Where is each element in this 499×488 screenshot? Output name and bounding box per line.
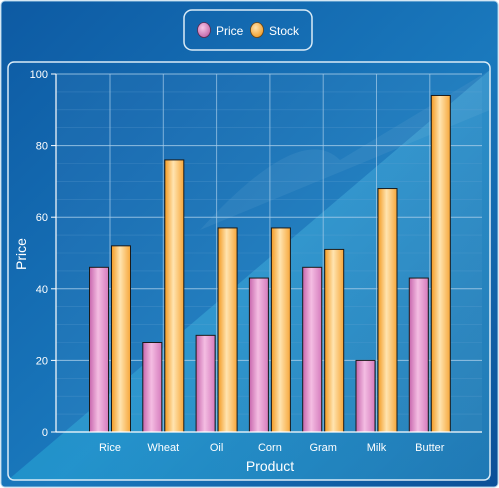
x-tick-label: Wheat xyxy=(147,442,179,454)
y-tick-label: 80 xyxy=(36,141,48,153)
legend-swatch-stock xyxy=(250,22,264,38)
x-tick-label: Rice xyxy=(99,442,121,454)
bar-price-milk[interactable] xyxy=(355,359,376,433)
bar-stock-milk[interactable] xyxy=(377,188,398,433)
x-tick-label: Corn xyxy=(258,442,282,454)
x-axis-title: Product xyxy=(246,458,294,474)
legend-label-price: Price xyxy=(216,24,244,38)
legend-item-price: Price xyxy=(197,22,244,38)
bar-stock-corn[interactable] xyxy=(270,227,291,433)
y-tick-label: 60 xyxy=(36,212,48,224)
chart-legend: Price Stock xyxy=(183,9,313,51)
bar-price-oil[interactable] xyxy=(195,334,216,433)
y-tick-label: 100 xyxy=(30,69,48,81)
bars-group xyxy=(89,94,451,433)
bar-stock-gram[interactable] xyxy=(324,248,345,433)
legend-swatch-price xyxy=(197,22,211,38)
chart-frame xyxy=(7,61,491,481)
bar-price-rice[interactable] xyxy=(89,266,109,433)
bar-price-corn[interactable] xyxy=(248,277,269,433)
bar-price-gram[interactable] xyxy=(302,266,323,433)
bar-price-wheat[interactable] xyxy=(142,342,163,433)
y-axis-title: Price xyxy=(13,238,29,270)
bar-stock-oil[interactable] xyxy=(217,227,238,433)
y-tick-label: 40 xyxy=(36,284,48,296)
bar-stock-rice[interactable] xyxy=(111,245,131,433)
bar-stock-butter[interactable] xyxy=(430,94,451,433)
bar-stock-wheat[interactable] xyxy=(164,159,185,433)
x-tick-label: Milk xyxy=(367,442,387,454)
x-tick-label: Oil xyxy=(210,442,223,454)
axes-group: 0 20 40 60 80 100 Rice Wheat Oil Corn Gram Milk Butt… xyxy=(30,69,482,454)
legend-label-stock: Stock xyxy=(269,24,300,38)
legend-item-stock: Stock xyxy=(250,22,300,38)
x-tick-label: Butter xyxy=(415,442,445,454)
y-tick-label: 0 xyxy=(42,427,48,439)
y-tick-label: 20 xyxy=(36,355,48,367)
bar-price-butter[interactable] xyxy=(408,277,429,433)
x-tick-label: Gram xyxy=(309,442,337,454)
